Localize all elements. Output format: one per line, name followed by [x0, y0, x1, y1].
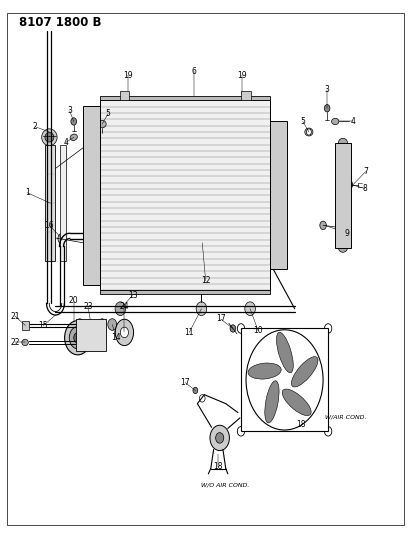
Circle shape	[193, 387, 198, 393]
Text: 11: 11	[185, 328, 194, 337]
Circle shape	[307, 129, 311, 135]
Ellipse shape	[305, 128, 313, 136]
Text: 15: 15	[39, 321, 48, 330]
Ellipse shape	[22, 340, 28, 345]
Text: 1: 1	[25, 188, 30, 197]
Text: 3: 3	[67, 107, 72, 116]
Ellipse shape	[210, 425, 229, 450]
Text: 2: 2	[33, 122, 37, 131]
Bar	[83, 106, 100, 285]
Circle shape	[196, 302, 207, 316]
Circle shape	[324, 104, 330, 112]
Ellipse shape	[86, 138, 97, 147]
Bar	[45, 145, 55, 261]
Circle shape	[77, 319, 82, 325]
Ellipse shape	[98, 120, 106, 128]
Bar	[335, 142, 351, 248]
Circle shape	[237, 426, 245, 436]
Bar	[100, 100, 270, 290]
Ellipse shape	[45, 133, 54, 142]
Circle shape	[100, 340, 104, 346]
Text: 5: 5	[106, 109, 111, 118]
Bar	[22, 321, 29, 330]
Ellipse shape	[248, 363, 281, 379]
Text: 12: 12	[201, 276, 210, 285]
Text: 21: 21	[10, 312, 20, 320]
Text: 17: 17	[216, 314, 226, 324]
Text: 22: 22	[10, 338, 20, 347]
Circle shape	[199, 394, 205, 402]
Text: 19: 19	[237, 70, 247, 79]
Ellipse shape	[282, 389, 311, 416]
Circle shape	[115, 302, 126, 316]
Circle shape	[108, 319, 117, 330]
Circle shape	[245, 302, 255, 316]
Bar	[120, 91, 129, 100]
Text: W/AIR COND.: W/AIR COND.	[325, 414, 367, 419]
Ellipse shape	[87, 232, 96, 242]
Circle shape	[122, 93, 127, 98]
Circle shape	[346, 181, 353, 189]
Ellipse shape	[70, 134, 77, 141]
Ellipse shape	[85, 264, 91, 271]
Ellipse shape	[277, 332, 293, 373]
Circle shape	[216, 433, 224, 443]
Ellipse shape	[291, 357, 318, 387]
Ellipse shape	[115, 319, 134, 345]
Ellipse shape	[65, 320, 91, 355]
Text: 8107 1800 B: 8107 1800 B	[19, 16, 102, 29]
Bar	[241, 91, 251, 100]
Text: 16: 16	[44, 221, 54, 230]
Circle shape	[74, 333, 82, 343]
Bar	[241, 328, 328, 431]
Text: 23: 23	[83, 302, 93, 311]
Text: 3: 3	[325, 85, 330, 94]
Ellipse shape	[265, 381, 279, 423]
Circle shape	[246, 330, 323, 430]
Text: 18: 18	[213, 463, 222, 471]
Text: 14: 14	[111, 333, 121, 342]
Circle shape	[244, 93, 248, 98]
Bar	[100, 96, 270, 100]
Text: 7: 7	[363, 167, 368, 176]
Ellipse shape	[69, 327, 86, 349]
Circle shape	[230, 325, 236, 332]
Text: 19: 19	[124, 70, 133, 79]
Circle shape	[320, 221, 326, 230]
Text: 24: 24	[120, 302, 129, 311]
Ellipse shape	[277, 369, 293, 391]
Bar	[76, 319, 106, 351]
Text: 4: 4	[351, 117, 356, 126]
Circle shape	[325, 426, 332, 436]
Text: 6: 6	[191, 67, 196, 76]
Text: 13: 13	[128, 291, 137, 300]
Ellipse shape	[42, 129, 57, 146]
Circle shape	[100, 319, 104, 325]
Text: 17: 17	[180, 378, 190, 387]
Text: 8: 8	[363, 184, 367, 193]
Bar	[270, 122, 287, 269]
Circle shape	[58, 233, 66, 244]
Circle shape	[325, 324, 332, 333]
Text: 9: 9	[345, 229, 350, 238]
Circle shape	[237, 324, 245, 333]
Text: W/O AIR COND.: W/O AIR COND.	[201, 483, 250, 488]
Text: 20: 20	[69, 296, 79, 305]
Bar	[60, 145, 66, 261]
Text: 4: 4	[63, 138, 68, 147]
Ellipse shape	[332, 118, 339, 125]
Text: 5: 5	[300, 117, 305, 126]
Circle shape	[71, 118, 76, 125]
Ellipse shape	[339, 244, 347, 252]
Text: 10: 10	[254, 326, 263, 335]
Ellipse shape	[339, 139, 347, 147]
Text: 18: 18	[296, 420, 305, 429]
Circle shape	[77, 340, 82, 346]
Circle shape	[120, 327, 129, 338]
Bar	[100, 290, 270, 294]
